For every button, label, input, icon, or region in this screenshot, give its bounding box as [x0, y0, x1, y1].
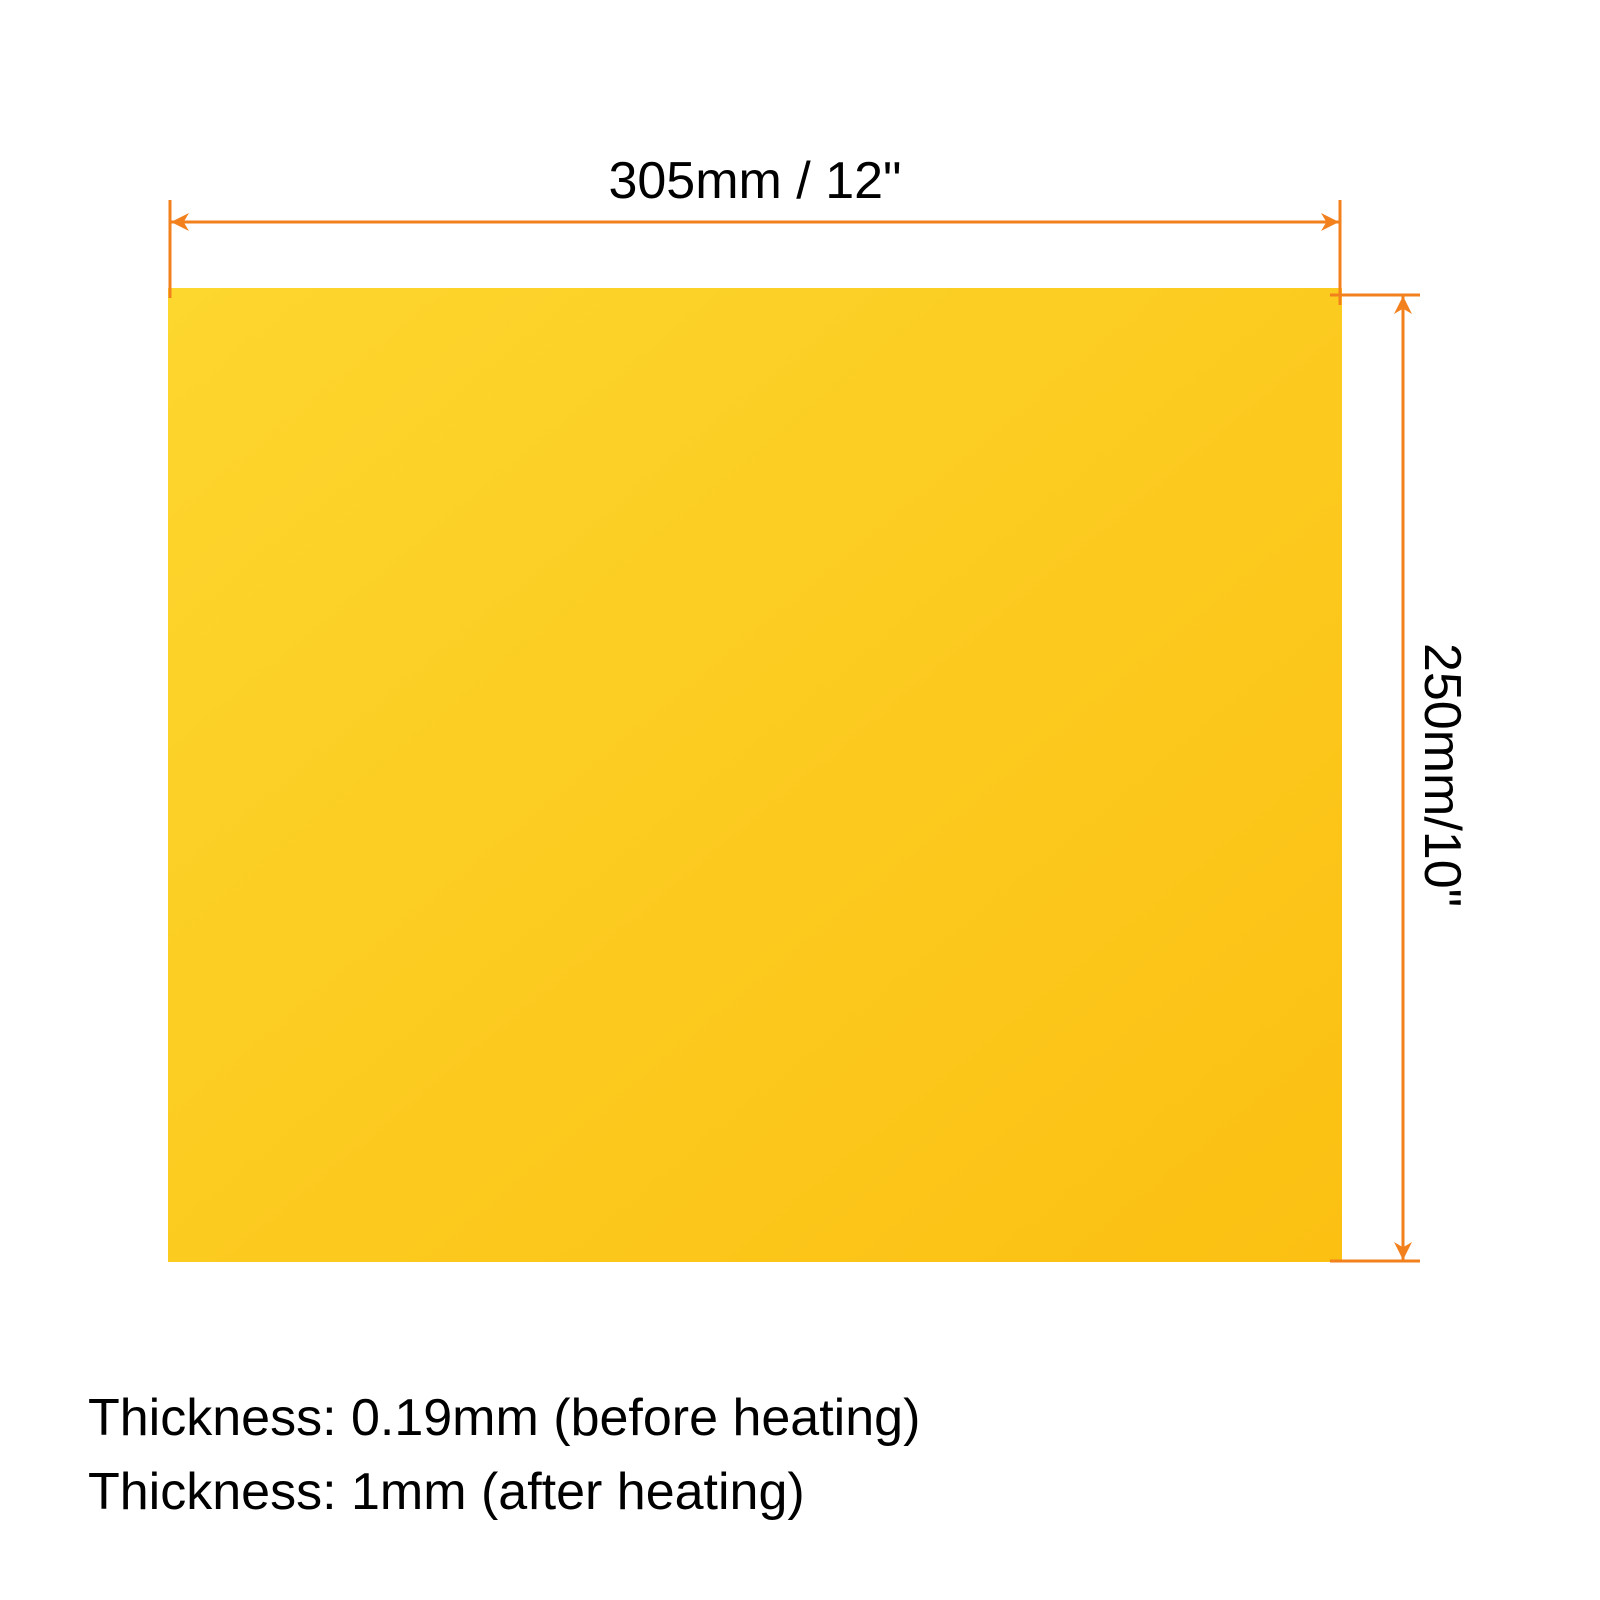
- height-label: 250mm/10": [1413, 643, 1471, 907]
- thickness-after-heating: Thickness: 1mm (after heating): [88, 1463, 805, 1521]
- width-label: 305mm / 12": [608, 152, 901, 210]
- yellow-sheet: [168, 288, 1342, 1262]
- thickness-before-heating: Thickness: 0.19mm (before heating): [88, 1389, 921, 1447]
